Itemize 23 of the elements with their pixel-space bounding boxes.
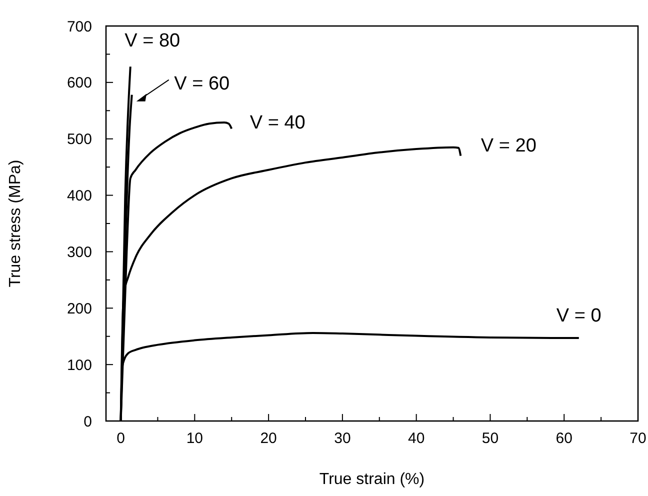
series-label: V = 20 bbox=[480, 135, 536, 156]
series-label: V = 40 bbox=[250, 112, 306, 134]
series-label: V = 0 bbox=[556, 306, 602, 327]
y-tick-label: 700 bbox=[66, 18, 92, 36]
x-tick-label: 40 bbox=[408, 430, 425, 447]
legend-label: V = 60 bbox=[174, 73, 230, 94]
y-tick-label: 600 bbox=[66, 74, 92, 92]
series-label: V = 80 bbox=[124, 30, 180, 52]
x-tick-label: 30 bbox=[334, 430, 351, 447]
y-axis-title: True stress (MPa) bbox=[7, 160, 24, 288]
y-tick-label: 500 bbox=[66, 131, 92, 148]
x-axis-title: True strain (%) bbox=[319, 471, 425, 488]
y-tick-label: 300 bbox=[66, 244, 92, 261]
x-tick-label: 60 bbox=[556, 430, 572, 447]
x-tick-label: 50 bbox=[482, 430, 499, 447]
y-tick-label: 400 bbox=[66, 188, 92, 205]
x-tick-label: 70 bbox=[630, 430, 646, 447]
x-tick-label: 0 bbox=[116, 430, 125, 447]
y-tick-label: 100 bbox=[66, 356, 92, 374]
y-tick-label: 0 bbox=[84, 413, 92, 430]
x-tick-label: 20 bbox=[260, 430, 277, 447]
x-tick-label: 10 bbox=[186, 430, 204, 447]
y-tick-label: 200 bbox=[66, 300, 92, 318]
